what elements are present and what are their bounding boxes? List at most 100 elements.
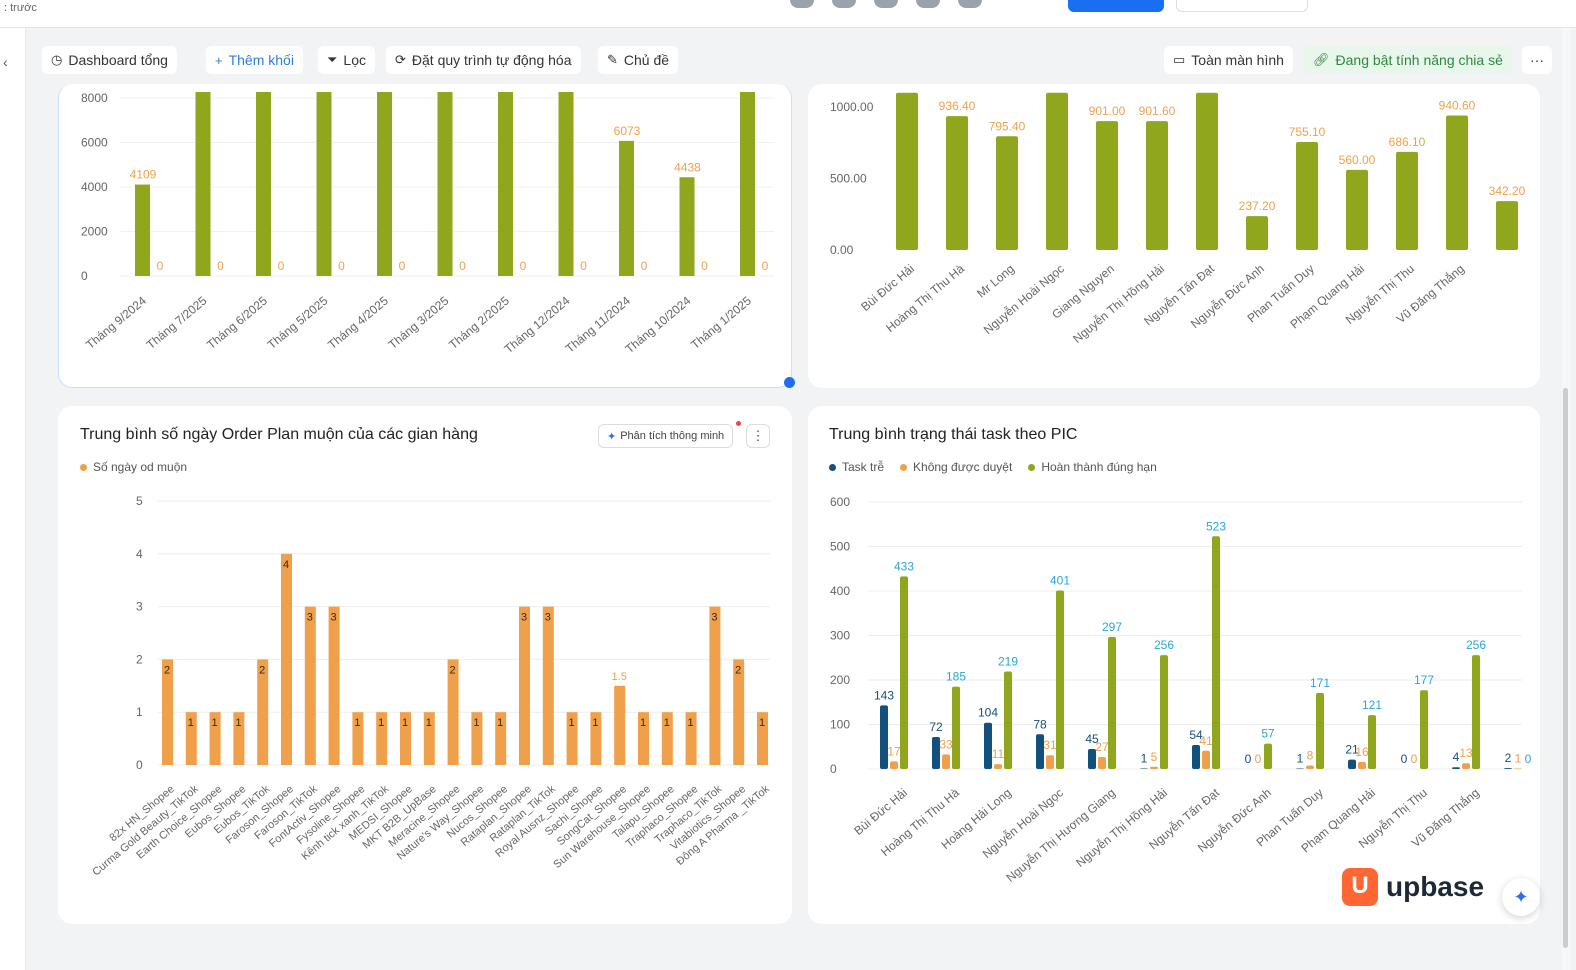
x-tick-label: Tháng 3/2025	[386, 293, 452, 352]
primary-button[interactable]	[1068, 0, 1164, 12]
bar-value-label: 297	[1102, 620, 1122, 634]
x-tick-label: Tháng 4/2025	[325, 293, 391, 352]
dashboard-tab[interactable]: ◷ Dashboard tổng	[42, 46, 177, 74]
bar	[377, 92, 392, 276]
legend-dot	[1028, 463, 1036, 471]
chart-title: Trung bình số ngày Order Plan muộn của c…	[80, 426, 478, 443]
avatar[interactable]	[958, 0, 982, 8]
bar-value-label: 4	[283, 559, 289, 571]
bar-value-label: 177	[1414, 673, 1434, 687]
bar	[437, 92, 453, 276]
monitor-icon: ▭	[1173, 52, 1186, 67]
bar-value-label: 342.20	[1489, 184, 1526, 198]
x-tick-label: Tháng 5/2025	[265, 293, 331, 352]
bar	[352, 712, 364, 765]
y-tick-label: 2	[136, 652, 143, 666]
bar	[757, 712, 768, 765]
filter-button[interactable]: ⏷ Lọc	[318, 46, 375, 74]
bar	[733, 659, 745, 765]
dashboard-label: Dashboard tổng	[68, 52, 168, 68]
card-menu-button[interactable]: ⋮	[746, 424, 770, 448]
bar-value-label: 21	[1345, 743, 1359, 757]
bar	[946, 116, 968, 250]
bar	[1212, 536, 1220, 769]
bar-value-label: 4	[1453, 750, 1460, 764]
y-tick-label: 200	[830, 673, 850, 687]
theme-label: Chủ đề	[623, 52, 670, 68]
scrollbar-thumb[interactable]	[1563, 388, 1568, 948]
y-tick-label: 500.00	[830, 172, 867, 186]
bar-value-label: 6073	[614, 124, 641, 138]
y-tick-label: 8000	[81, 91, 108, 105]
bar-value-label: 121	[1362, 698, 1382, 712]
avatar[interactable]	[832, 0, 856, 8]
secondary-button[interactable]	[1176, 0, 1308, 12]
bar	[1316, 692, 1324, 769]
legend-item: Hoàn thành đúng hạn	[1028, 460, 1157, 474]
chart-card-monthly[interactable]: 0 2000 4000 6000 8000 4109 0 0 0 0 0 0 0 0 6073 0 4438 0 0…	[58, 84, 792, 388]
bar	[498, 92, 513, 276]
bar-value-label: 3	[307, 612, 313, 624]
bar-value-label: 8	[1307, 748, 1314, 762]
bar-value-label: 0	[399, 259, 406, 273]
bar	[304, 606, 316, 765]
bar	[932, 736, 940, 769]
avatar-group[interactable]	[790, 0, 982, 8]
upbase-logo: U	[1342, 868, 1378, 906]
bar	[566, 712, 578, 765]
bar	[1150, 766, 1158, 769]
bar	[233, 712, 245, 765]
bar	[740, 92, 755, 276]
y-tick-label: 0	[830, 762, 837, 776]
clock-icon: ◷	[51, 52, 63, 67]
legend-dot	[80, 463, 87, 471]
x-tick-label: Tháng 7/2025	[144, 293, 210, 352]
bar-value-label: 1	[640, 717, 646, 729]
y-tick-label: 0	[81, 269, 88, 283]
legend-item: Không được duyệt	[900, 460, 1012, 474]
bar-value-label: 1	[354, 717, 360, 729]
bar-value-label: 1	[1297, 752, 1304, 766]
chart-legend: Số ngày od muộn	[80, 460, 187, 474]
bar	[1202, 750, 1210, 769]
bar-value-label: 0	[217, 259, 224, 273]
upbase-wordmark: upbase	[1386, 871, 1485, 902]
avatar[interactable]	[916, 0, 940, 8]
y-tick-label: 1000.00	[830, 100, 874, 114]
share-toggle-button[interactable]: 🔗︎ Đang bật tính năng chia sẻ	[1304, 46, 1512, 74]
bar	[1346, 169, 1368, 250]
theme-button[interactable]: ✎ Chủ đề	[598, 46, 679, 74]
fullscreen-button[interactable]: ▭ Toàn màn hình	[1164, 46, 1293, 74]
bar	[1496, 201, 1518, 250]
chevron-left-icon[interactable]: ‹	[3, 54, 8, 70]
bar-value-label: 4109	[130, 168, 157, 182]
bar-value-label: 755.10	[1289, 125, 1326, 139]
avatar[interactable]	[874, 0, 898, 8]
bar-value-label: 0	[1255, 752, 1262, 766]
bar-value-label: 104	[978, 706, 998, 720]
bar	[614, 685, 626, 765]
bar	[1046, 755, 1054, 769]
y-tick-label: 100	[830, 718, 850, 732]
task-status-bar-chart: 0100200300400500600143174337233185104112…	[830, 495, 1532, 885]
ai-assistant-button[interactable]: ✦	[1502, 878, 1540, 916]
upbase-brand: U upbase	[1342, 868, 1484, 906]
bar-value-label: 1	[188, 717, 194, 729]
bar	[1264, 743, 1272, 769]
scrollbar[interactable]	[1562, 28, 1570, 970]
bar-value-label: 27	[1095, 740, 1109, 754]
back-label[interactable]: : trước	[4, 2, 37, 14]
avatar[interactable]	[790, 0, 814, 8]
smart-analysis-button[interactable]: ✦ Phân tích thông minh	[598, 424, 734, 448]
bar	[1036, 734, 1044, 769]
bar-value-label: 1	[378, 717, 384, 729]
automation-button[interactable]: ⟳ Đặt quy trình tự động hóa	[386, 46, 581, 74]
resize-handle[interactable]	[784, 377, 795, 388]
notification-dot	[736, 421, 741, 426]
x-tick-label: Tháng 6/2025	[204, 293, 270, 352]
bar-value-label: 0	[1401, 752, 1408, 766]
add-block-button[interactable]: + Thêm khối	[206, 46, 303, 74]
more-button[interactable]: ···	[1522, 46, 1552, 74]
y-tick-label: 300	[830, 629, 850, 643]
bar	[1108, 636, 1116, 769]
